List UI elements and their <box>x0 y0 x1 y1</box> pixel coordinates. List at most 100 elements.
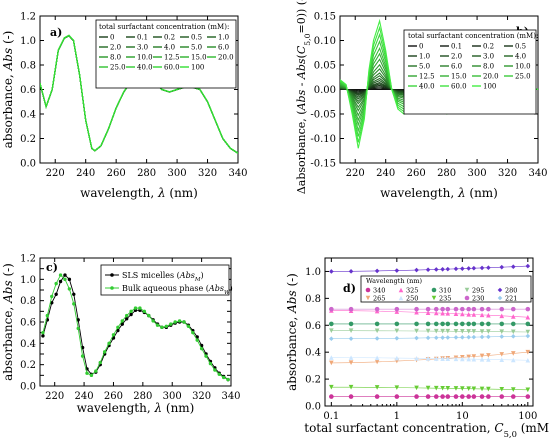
panel-label: d) <box>343 282 356 295</box>
legend: total surfactant concentration (mM): 0 0.1… <box>403 29 538 115</box>
y-tick-label: 1.0 <box>20 36 36 47</box>
data-point <box>124 317 129 321</box>
data-point <box>329 384 334 390</box>
data-point <box>374 359 380 365</box>
data-point <box>440 328 445 334</box>
data-point <box>50 294 54 299</box>
legend-label: 20.0 <box>483 73 499 81</box>
y-tick-label: 1.2 <box>20 12 36 23</box>
x-tick-label: 1 <box>394 411 400 422</box>
data-point <box>414 394 419 399</box>
legend-marker <box>398 287 404 293</box>
y-tick-label: 0.8 <box>20 61 36 72</box>
data-point <box>479 394 485 399</box>
legend-label: 295 <box>472 287 484 295</box>
data-point <box>425 335 431 341</box>
legend-label: 100 <box>483 83 496 91</box>
legend-label: 5.0 <box>191 44 202 52</box>
data-point <box>471 306 477 312</box>
x-tick-label: 300 <box>468 168 487 179</box>
legend-label: 1.0 <box>419 53 430 61</box>
data-point <box>460 329 465 334</box>
data-point <box>440 306 445 312</box>
legend-marker <box>464 287 470 293</box>
x-tick-label: 340 <box>228 168 247 179</box>
legend-label: 40.0 <box>419 83 435 91</box>
data-point <box>394 394 400 399</box>
data-point <box>433 328 439 334</box>
legend-label: 310 <box>439 287 451 295</box>
data-point <box>479 312 485 318</box>
data-point <box>191 330 195 335</box>
panel-2: 220 240 260 280 300 320 340 -0.15 -0.10 -0.05 0.00… <box>295 0 548 200</box>
data-point <box>486 329 491 334</box>
data-point <box>72 302 76 306</box>
legend-label: 40.0 <box>137 64 153 72</box>
data-point <box>433 321 439 327</box>
data-point <box>486 394 491 399</box>
legend-label: 265 <box>373 295 385 303</box>
data-point <box>499 329 505 335</box>
data-point <box>394 328 400 334</box>
data-point <box>329 355 334 360</box>
data-point <box>226 377 230 382</box>
data-point <box>433 356 439 361</box>
data-point <box>425 328 431 334</box>
legend-marker <box>431 295 437 301</box>
data-point <box>182 320 186 324</box>
data-point <box>486 312 491 318</box>
legend: SLS micelles (AbsM)Bulk aqueous phase (A… <box>100 264 233 296</box>
legend-label: 0.1 <box>451 43 462 51</box>
data-point <box>479 353 485 359</box>
legend-label: 2.0 <box>110 44 121 52</box>
data-point <box>374 355 380 361</box>
legend-title: Wavelength (nm) <box>366 277 423 285</box>
legend-label: Bulk aqueous phase (AbsW) <box>122 284 233 296</box>
panel-label: a) <box>50 26 62 39</box>
legend-label: 6.0 <box>218 44 229 52</box>
x-axis-label: wavelength, λ (nm) <box>80 186 198 200</box>
data-point <box>348 328 354 333</box>
y-tick-label: 0.10 <box>314 36 336 47</box>
panel-4: 0.1 1 10 100 0.0 0.2 0.4 0.6 0.8 1.0 d) total surfa… <box>285 257 550 439</box>
data-point <box>348 384 354 390</box>
data-point <box>440 335 445 340</box>
x-tick-label: 220 <box>45 391 64 402</box>
data-point <box>460 266 465 271</box>
data-point <box>374 328 380 334</box>
data-point <box>479 386 485 392</box>
y-tick-label: 0.0 <box>20 159 36 170</box>
data-point <box>486 306 491 312</box>
data-point <box>499 334 505 339</box>
data-point <box>195 338 199 342</box>
data-point <box>76 318 80 322</box>
data-point <box>460 335 465 340</box>
data-point <box>173 320 177 324</box>
legend-label: 6.0 <box>451 63 462 71</box>
data-point <box>440 394 445 399</box>
legend-marker <box>497 287 503 293</box>
data-point <box>107 341 111 346</box>
data-point <box>453 356 459 362</box>
series-line <box>331 310 528 318</box>
data-point <box>414 309 419 315</box>
legend-marker <box>110 286 114 290</box>
data-point <box>466 306 471 312</box>
y-tick-label: 0.15 <box>314 12 336 23</box>
y-tick-label: 0.2 <box>20 134 36 145</box>
legend-marker <box>365 295 371 301</box>
data-point <box>471 386 477 392</box>
x-tick-label: 220 <box>46 168 65 179</box>
legend-label: 25.0 <box>515 73 531 81</box>
y-tick-label: 0.05 <box>314 61 336 72</box>
data-point <box>329 336 334 342</box>
y-axis-label: Δabsorbance, (Abs - Abs(C5,0=0)) (-) <box>295 0 312 194</box>
data-point <box>453 386 459 391</box>
x-tick-label: 340 <box>528 168 547 179</box>
legend-label: 235 <box>439 295 451 303</box>
legend-box <box>403 29 537 115</box>
data-point <box>471 356 477 362</box>
data-point <box>129 312 133 317</box>
x-tick-label: 340 <box>221 391 240 402</box>
